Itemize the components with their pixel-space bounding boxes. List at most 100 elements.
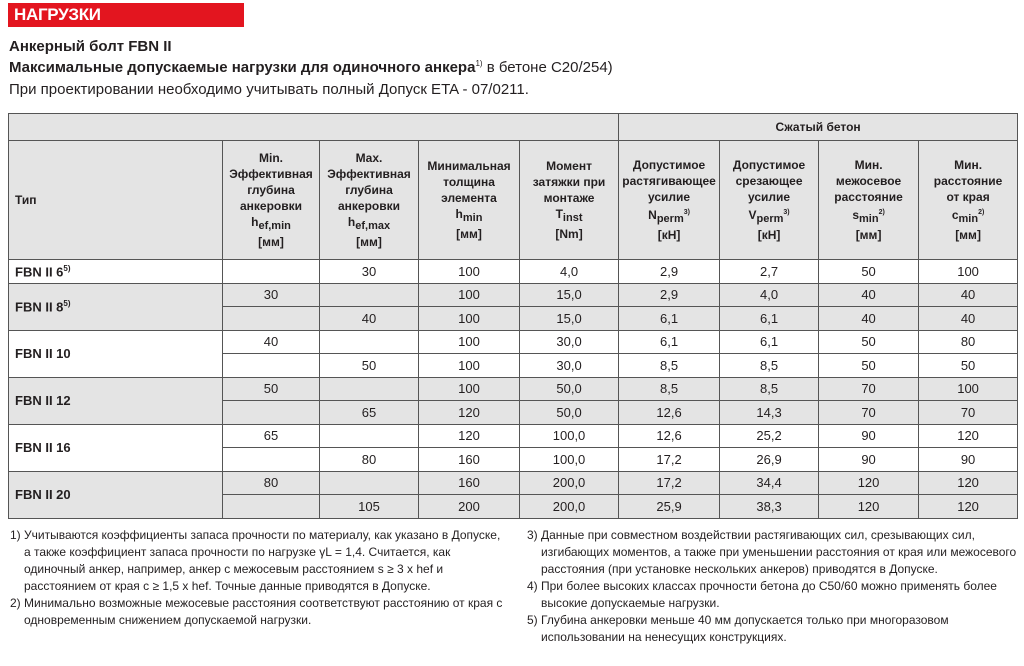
column-header: Мин. расстояние от края cmin2) [мм] [918,140,1019,260]
symbol-subscript: min [958,213,979,225]
header-symbol: Vperm3) [720,205,818,227]
table-cell: 6,1 [618,306,721,331]
table-cell: 50,0 [518,400,620,425]
table-cell [222,353,320,378]
header-line: затяжки при [532,175,606,189]
table-cell: 25,2 [719,423,820,448]
table-cell: 100,0 [518,423,620,448]
table-cell: 50 [818,329,920,354]
type-label: FBN II 16 [15,440,71,455]
footnote: 1) Учитываются коэффициенты запаса прочн… [10,528,501,593]
table-cell [222,400,320,425]
header-line: расстояние [933,174,1003,188]
footnotes-right: 3) Данные при совместном воздействии рас… [527,527,1017,646]
table-cell: 90 [918,447,1019,472]
table-cell: 120 [418,400,520,425]
table-cell: 34,4 [719,470,820,495]
table-title: Максимальные допускаемые нагрузки для од… [9,59,613,76]
header-line: элемента [441,191,497,205]
table-cell: 90 [818,423,920,448]
footnote-ref: 5) [63,263,71,273]
footnote: 5) Глубина анкеровки меньше 40 мм допуск… [527,613,949,644]
footnote-ref: 3) [783,209,790,216]
footnote-ref: 5) [63,298,71,308]
table-cell: 120 [918,470,1019,495]
header-line: монтаже [543,191,595,205]
table-cell [319,470,419,495]
header-spacer [7,113,620,141]
table-title-bold: Максимальные допускаемые нагрузки для од… [9,59,476,76]
table-cell: 120 [918,494,1019,519]
type-cell: FBN II 85) [8,282,223,331]
table-cell: 8,5 [719,353,820,378]
table-cell: 38,3 [719,494,820,519]
type-label: FBN II 20 [15,487,71,502]
header-symbol: smin2) [819,205,918,227]
header-line: толщина [443,175,495,189]
table-cell: 100 [418,282,520,307]
table-cell: 17,2 [618,470,721,495]
table-cell: 100 [418,259,520,284]
table-cell [222,494,320,519]
table-cell: 80 [918,329,1019,354]
symbol: N [648,208,657,222]
header-line: усилие [748,190,791,204]
unit: [мм] [258,235,284,249]
table-cell: 50,0 [518,376,620,401]
table-cell: 160 [418,447,520,472]
table-title-normal: в бетоне C20/254) [482,59,613,76]
symbol: h [455,207,463,221]
footnote-ref: 2) [878,209,885,216]
header-line: Эффективная [327,167,411,181]
symbol: h [347,215,356,229]
product-title: Анкерный болт FBN II [9,38,172,55]
footnote-ref: 3) [683,209,690,216]
table-cell: 160 [418,470,520,495]
unit: [мм] [955,228,981,242]
design-note: При проектировании необходимо учитывать … [9,81,529,98]
table-row: 50 100 30,0 8,5 8,5 50 50 [9,353,1019,378]
table-cell: 40 [319,306,419,331]
table-cell: 120 [418,423,520,448]
footnotes-left: 1) Учитываются коэффициенты запаса прочн… [10,527,510,629]
table-cell: 100 [418,329,520,354]
table-cell: 70 [918,400,1019,425]
table-cell: 4,0 [719,282,820,307]
type-cell: FBN II 10 [8,329,223,378]
table-row: 105 200 200,0 25,9 38,3 120 120 [9,494,1019,519]
table-cell: 40 [918,282,1019,307]
symbol: c [951,208,959,222]
header-line: Max. [355,151,383,165]
table-cell: 40 [918,306,1019,331]
table-cell [222,306,320,331]
table-row: 40 100 15,0 6,1 6,1 40 40 [9,306,1019,331]
column-header: Момент затяжки при монтаже Tinst [Nm] [518,140,620,260]
header-line: Эффективная [229,167,313,181]
unit: [кН] [657,228,681,242]
type-cell: FBN II 16 [8,423,223,472]
type-cell: FBN II 65) [8,259,223,284]
header-line: Тип [15,193,37,207]
table-cell [222,259,320,284]
footnote-ref: 1) [475,59,483,68]
table-cell: 200,0 [518,494,620,519]
loads-table: Сжатый бетон Тип Min. Эффективная глубина ан… [7,113,1019,519]
header-line: Мин. [854,158,883,172]
column-header: Мин. межосевое расстояние smin2) [мм] [818,140,920,260]
header-symbol: Tinst [520,206,618,226]
symbol-subscript: perm [756,213,784,225]
table-cell: 100 [918,259,1019,284]
table-cell: 15,0 [518,306,620,331]
table-cell: 90 [818,447,920,472]
table-cell: 50 [222,376,320,401]
table-cell: 50 [319,353,419,378]
table-cell: 14,3 [719,400,820,425]
column-header: Min. Эффективная глубина анкеровки hef,min [м… [222,140,320,260]
table-cell: 6,1 [719,306,820,331]
table-row: FBN II 65) 30 100 4,0 2,9 2,7 50 100 [8,259,1019,284]
header-line: Допустимое [732,158,806,172]
header-line: Допустимое [632,158,706,172]
unit: [мм] [356,235,382,249]
table-cell: 25,9 [618,494,721,519]
table-row: FBN II 16 65 120 100,0 12,6 25,2 90 120 [8,423,1019,472]
